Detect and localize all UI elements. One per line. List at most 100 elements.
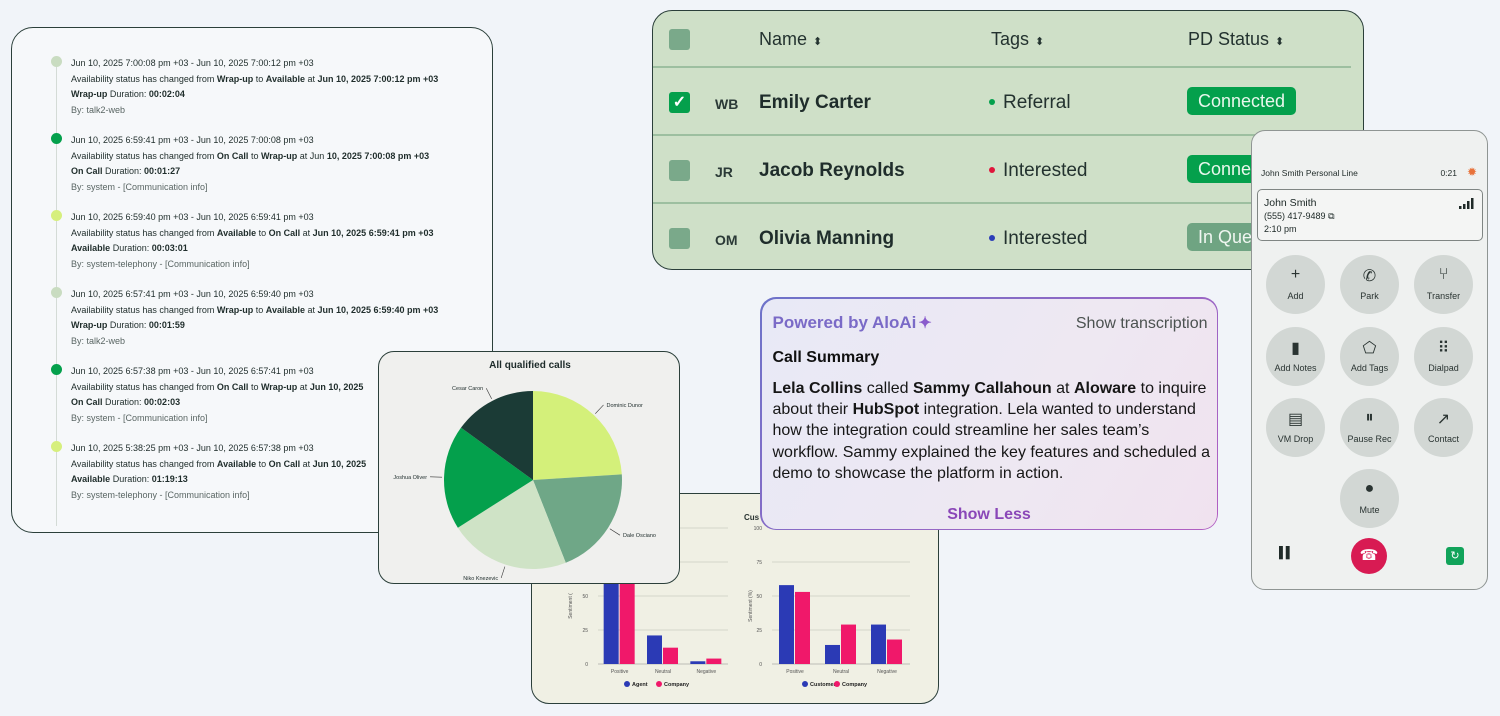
pie-slice-label: Cesar Caron	[452, 386, 483, 392]
bar	[825, 644, 840, 664]
pause-rec-button[interactable]: ⏸ Pause Rec	[1340, 398, 1399, 457]
vm-drop-label: VM Drop	[1277, 434, 1314, 444]
y-axis-label: Sentiment (	[568, 593, 574, 619]
add-notes-icon: ▮	[1291, 340, 1300, 357]
park-icon: ✆	[1362, 268, 1377, 285]
y-axis-label: Sentiment (%)	[748, 590, 754, 622]
category-label: Neutral	[833, 669, 849, 675]
park-button[interactable]: ✆ Park	[1340, 255, 1399, 314]
name-column-header[interactable]: Name ⬍	[759, 29, 823, 49]
contact-name[interactable]: Jacob Reynolds	[759, 160, 905, 181]
pie-slice	[460, 391, 533, 480]
contacts-table: Name ⬍ Tags ⬍ PD Status ⬍ ✓ WB Emily Carter Re…	[652, 10, 1364, 270]
y-tick-label: 100	[754, 526, 763, 532]
refresh-icon[interactable]: ↻	[1446, 547, 1464, 565]
entry-duration: On Call Duration: 00:01:27	[71, 166, 181, 176]
pie-title: All qualified calls	[489, 360, 571, 371]
dialpad-label: Dialpad	[1428, 363, 1459, 373]
pd-status-column-header[interactable]: PD Status ⬍	[1188, 29, 1285, 49]
bar	[603, 571, 619, 664]
legend-swatch	[656, 681, 662, 687]
add-tags-button[interactable]: ⬠ Add Tags	[1340, 327, 1399, 386]
y-tick-label: 50	[756, 594, 762, 600]
legend-label: Company	[842, 682, 868, 688]
row-checkbox[interactable]	[669, 228, 690, 249]
add-tags-label: Add Tags	[1350, 363, 1389, 373]
contact-name[interactable]: Emily Carter	[759, 92, 871, 113]
contact-tag: Interested	[989, 160, 1088, 182]
dialpad-icon: ⠿	[1437, 340, 1450, 357]
tags-column-header[interactable]: Tags ⬍	[991, 29, 1045, 49]
check-icon: ✓	[672, 94, 687, 111]
pie-slice-label: Niko Knezevic	[463, 576, 498, 582]
row-divider	[653, 202, 1351, 204]
select-all-checkbox[interactable]	[669, 29, 690, 50]
bar	[706, 658, 722, 664]
phone-dialer: John Smith Personal Line 0:21 ✹ John Smi…	[1251, 130, 1488, 590]
tag-dot-icon	[989, 235, 995, 241]
entry-description: Availability status has changed from On …	[71, 381, 364, 392]
pie-slice-label: Joshua Oliver	[393, 475, 427, 481]
hold-icon[interactable]: ▌▌	[1279, 547, 1294, 559]
ai-call-summary-card: Powered by AloAi ✦ Show transcription Cal…	[760, 297, 1218, 530]
copy-icon[interactable]: ⧉	[1328, 211, 1335, 221]
pd-status-badge: Connected	[1187, 87, 1297, 115]
park-label: Park	[1360, 291, 1379, 301]
entry-time-range: Jun 10, 2025 5:38:25 pm +03 - Jun 10, 20…	[71, 443, 314, 453]
transfer-button[interactable]: ⑂ Transfer	[1414, 255, 1473, 314]
pie-slice-label: Dominic Dunor	[607, 403, 644, 409]
vm-drop-icon: ▤	[1287, 411, 1304, 428]
y-tick-label: 0	[585, 662, 588, 668]
vm-drop-button[interactable]: ▤ VM Drop	[1266, 398, 1325, 457]
table-row[interactable]: ✓ WB Emily Carter Referral Connected	[653, 84, 1363, 124]
contact-initials: OM	[715, 232, 738, 248]
pie-slice	[444, 427, 533, 528]
y-tick-label: 25	[756, 628, 762, 634]
contact-label: Contact	[1427, 434, 1460, 444]
bar	[647, 635, 662, 664]
row-checkbox[interactable]: ✓	[669, 92, 690, 113]
entry-duration: Available Duration: 00:03:01	[71, 243, 188, 253]
bar	[779, 585, 794, 664]
call-timer: 0:21	[1440, 168, 1457, 178]
pie-leader-line	[595, 404, 604, 414]
phone-line-name: John Smith Personal Line	[1261, 168, 1358, 178]
status-dot	[51, 287, 62, 298]
sort-icon: ⬍	[1035, 36, 1045, 48]
category-label: Negative	[877, 669, 897, 675]
phone-hangup-icon: ☎	[1359, 547, 1379, 564]
entry-duration: Available Duration: 01:19:13	[71, 474, 188, 484]
bar	[871, 624, 886, 664]
entry-time-range: Jun 10, 2025 7:00:08 pm +03 - Jun 10, 20…	[71, 58, 314, 68]
contact-initials: JR	[715, 164, 733, 180]
y-tick-label: 50	[582, 594, 588, 600]
bar	[795, 591, 810, 664]
mute-label: Mute	[1359, 505, 1380, 515]
entry-time-range: Jun 10, 2025 6:59:41 pm +03 - Jun 10, 20…	[71, 135, 314, 145]
tag-dot-icon	[989, 99, 995, 105]
row-checkbox[interactable]	[669, 160, 690, 181]
mute-button[interactable]: ● Mute	[1340, 469, 1399, 528]
add-button[interactable]: + Add	[1266, 255, 1325, 314]
call-summary-title: Call Summary	[772, 348, 880, 366]
entry-duration: Wrap-up Duration: 00:01:59	[71, 320, 185, 330]
gear-icon[interactable]: ✹	[1466, 165, 1477, 179]
contact-tag: Referral	[989, 92, 1071, 114]
show-less-link[interactable]: Show Less	[947, 505, 1031, 523]
contact-button[interactable]: ↗ Contact	[1414, 398, 1473, 457]
add-notes-button[interactable]: ▮ Add Notes	[1266, 327, 1325, 386]
entry-time-range: Jun 10, 2025 6:59:40 pm +03 - Jun 10, 20…	[71, 212, 314, 222]
pie-slice	[457, 480, 566, 569]
status-dot	[51, 210, 62, 221]
active-call-contact: John Smith (555) 417-9489 ⧉ 2:10 pm	[1257, 189, 1483, 241]
dialpad-button[interactable]: ⠿ Dialpad	[1414, 327, 1473, 386]
contact-icon: ↗	[1436, 411, 1451, 428]
show-transcription-link[interactable]: Show transcription	[1075, 314, 1208, 332]
sentiment-bar-charts: Cus 0 25 50 75 100 Sentiment (Positive Neutral N…	[568, 513, 910, 688]
hang-up-button[interactable]: ☎	[1351, 538, 1387, 574]
legend-label: Agent	[632, 682, 648, 688]
contact-name[interactable]: Olivia Manning	[759, 228, 895, 249]
caller-name: John Smith	[1264, 197, 1317, 209]
bar	[619, 574, 635, 664]
add-tags-icon: ⬠	[1362, 340, 1377, 357]
